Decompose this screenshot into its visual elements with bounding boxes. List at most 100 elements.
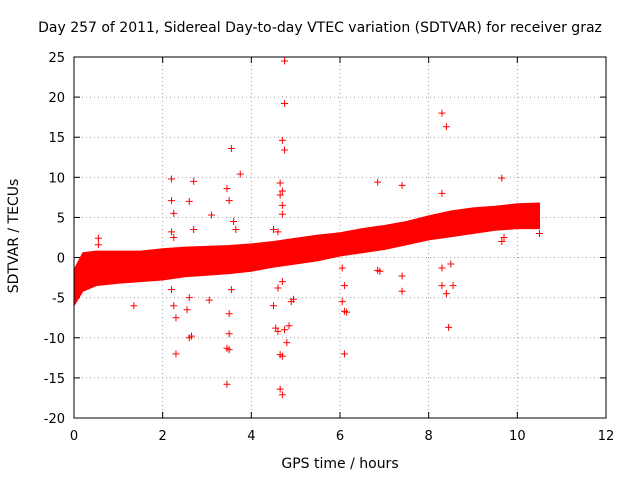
data-point <box>207 211 215 219</box>
data-point <box>205 296 213 304</box>
data-point <box>230 217 238 225</box>
data-point <box>185 294 193 302</box>
y-tick-label: -5 <box>52 292 65 307</box>
data-point <box>278 352 286 360</box>
data-point <box>232 225 240 233</box>
data-point <box>183 306 191 314</box>
data-point <box>500 234 508 241</box>
x-tick-label: 8 <box>425 429 433 444</box>
data-point <box>190 177 198 185</box>
data-point <box>338 298 346 306</box>
data-band <box>73 202 540 308</box>
grid-lines <box>74 57 606 418</box>
data-point <box>438 264 446 272</box>
sdtvar-band <box>73 202 540 308</box>
data-point <box>281 100 289 108</box>
x-tick-label: 6 <box>336 429 344 444</box>
data-point <box>278 210 286 218</box>
x-tick-label: 2 <box>159 429 167 444</box>
data-point <box>278 391 286 399</box>
x-axis-label: GPS time / hours <box>281 456 399 472</box>
data-point <box>289 295 297 303</box>
data-point <box>172 350 180 358</box>
data-point <box>281 326 289 334</box>
data-point <box>225 310 233 318</box>
data-point <box>447 260 455 268</box>
y-tick-label: 25 <box>48 51 65 66</box>
data-point <box>498 174 506 182</box>
data-point <box>225 197 233 205</box>
chart-title: Day 257 of 2011, Sidereal Day-to-day VTE… <box>38 20 602 36</box>
y-tick-label: -20 <box>44 412 65 427</box>
data-point <box>168 175 176 183</box>
y-tick-label: -15 <box>44 372 65 387</box>
data-point <box>276 385 284 393</box>
data-point <box>227 286 235 294</box>
x-tick-label: 0 <box>70 429 78 444</box>
data-point <box>274 228 282 236</box>
data-point <box>445 323 453 331</box>
data-point <box>278 201 286 209</box>
y-tick-label: 5 <box>57 211 65 226</box>
data-point <box>398 181 406 189</box>
plot-frame <box>73 56 607 419</box>
data-point <box>274 284 282 292</box>
data-point <box>94 241 102 249</box>
data-point <box>270 302 277 310</box>
data-point <box>340 282 348 290</box>
data-point <box>278 278 286 286</box>
data-point <box>223 344 231 352</box>
data-point <box>285 322 293 330</box>
y-tick-label: -10 <box>44 332 65 347</box>
data-point <box>438 109 446 117</box>
x-tick-label: 4 <box>247 429 255 444</box>
data-point <box>227 144 235 152</box>
data-point <box>172 314 180 322</box>
data-point <box>449 282 457 290</box>
data-point <box>94 234 102 242</box>
data-points <box>94 57 543 399</box>
data-point <box>223 380 231 388</box>
data-point <box>398 272 406 280</box>
data-point <box>225 330 233 338</box>
data-point <box>170 234 178 241</box>
data-point <box>170 209 178 217</box>
data-point <box>170 302 178 310</box>
data-point <box>376 267 384 275</box>
x-tick-label: 10 <box>509 429 526 444</box>
data-point <box>438 282 446 290</box>
data-point <box>187 332 195 340</box>
data-point <box>274 327 282 335</box>
data-point <box>442 290 450 298</box>
data-point <box>276 191 284 199</box>
data-point <box>338 264 346 272</box>
data-point <box>168 228 176 236</box>
data-point <box>281 57 289 65</box>
data-point <box>236 170 244 178</box>
data-point <box>278 136 286 144</box>
data-point <box>130 302 138 310</box>
data-point <box>442 123 450 131</box>
data-point <box>276 179 284 187</box>
data-point <box>281 146 289 154</box>
data-point <box>278 187 286 195</box>
data-point <box>498 238 506 246</box>
data-point <box>343 308 351 316</box>
data-point <box>536 229 543 237</box>
data-point <box>168 286 176 294</box>
data-point <box>190 225 198 233</box>
data-point <box>168 197 176 205</box>
data-point <box>270 225 277 233</box>
data-point <box>438 189 446 197</box>
data-point <box>185 197 193 205</box>
y-tick-label: 10 <box>48 171 65 186</box>
data-point <box>340 350 348 358</box>
data-point <box>283 339 291 347</box>
x-tick-label: 12 <box>598 429 615 444</box>
data-point <box>374 178 382 186</box>
data-point <box>398 287 406 295</box>
y-tick-label: 0 <box>57 252 65 267</box>
y-tick-label: 20 <box>48 91 65 106</box>
data-point <box>223 185 231 193</box>
